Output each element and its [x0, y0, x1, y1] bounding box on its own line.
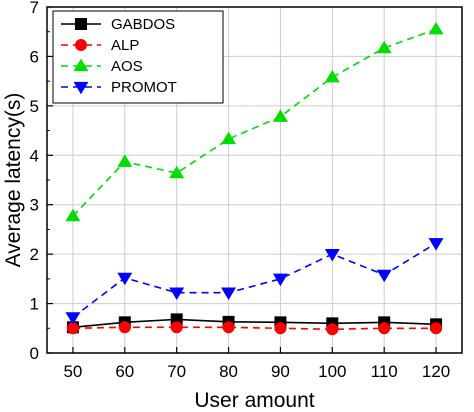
y-tick-label: 6 [30, 47, 39, 66]
y-tick-label: 3 [30, 196, 39, 215]
data-point-aos [376, 40, 392, 54]
legend-marker-aos [73, 58, 89, 72]
data-point-promot [272, 273, 288, 287]
y-tick-label: 2 [30, 245, 39, 264]
data-point-alp [378, 322, 391, 335]
legend: GABDOS ALP AOS PROMOT [52, 10, 224, 104]
data-point-promot [169, 287, 185, 300]
x-tick-label: 100 [318, 362, 346, 381]
legend-label-promot: PROMOT [111, 79, 177, 96]
x-tick-label: 60 [115, 362, 134, 381]
series-line-promot [72, 242, 437, 319]
series-aos [65, 21, 444, 222]
legend-label-alp: ALP [111, 37, 139, 54]
y-tick-label: 7 [30, 0, 39, 17]
data-point-alp [274, 322, 287, 335]
data-point-alp [430, 322, 443, 335]
data-point-promot [221, 287, 237, 300]
data-point-promot [428, 238, 444, 251]
data-point-promot [117, 272, 133, 286]
series-line-gabdos [72, 318, 437, 329]
x-tick-label: 70 [167, 362, 186, 381]
data-point-aos [117, 154, 133, 167]
y-tick-label: 0 [30, 344, 39, 363]
data-point-promot [65, 312, 81, 325]
y-tick-label: 4 [30, 146, 39, 165]
x-axis-title: User amount [194, 389, 314, 412]
data-point-alp [118, 321, 131, 334]
legend-marker-alp [75, 39, 87, 51]
data-point-aos [169, 165, 185, 179]
data-point-aos [428, 21, 444, 35]
x-tick-label: 90 [271, 362, 290, 381]
y-tick-label: 5 [30, 97, 39, 116]
x-tick-label: 110 [371, 362, 398, 381]
y-axis-title: Average latency(s) [2, 93, 25, 268]
legend-marker-gabdos [75, 18, 87, 30]
grid-lines [47, 7, 462, 353]
data-point-aos [65, 208, 81, 222]
series-line-aos [72, 28, 437, 217]
axis-ticks: 50 60 70 80 90 100 110 120 0 1 2 3 4 5 6 7 [30, 0, 451, 381]
x-tick-label: 50 [63, 362, 82, 381]
series-alp [66, 321, 443, 336]
data-point-aos [272, 109, 288, 122]
series-promot [65, 238, 444, 325]
data-point-alp [170, 321, 183, 334]
y-tick-label: 1 [30, 295, 39, 314]
series-layer [65, 21, 444, 336]
data-point-aos [324, 69, 340, 83]
series-line-alp [72, 326, 437, 331]
data-point-promot [324, 248, 340, 262]
data-point-alp [222, 321, 235, 334]
data-point-aos [221, 131, 237, 145]
legend-label-aos: AOS [111, 58, 143, 75]
data-point-promot [376, 269, 392, 283]
x-tick-label: 80 [219, 362, 238, 381]
legend-label-gabdos: GABDOS [111, 16, 175, 33]
data-point-alp [326, 323, 339, 336]
legend-marker-promot [73, 81, 89, 95]
x-tick-label: 120 [422, 362, 450, 381]
